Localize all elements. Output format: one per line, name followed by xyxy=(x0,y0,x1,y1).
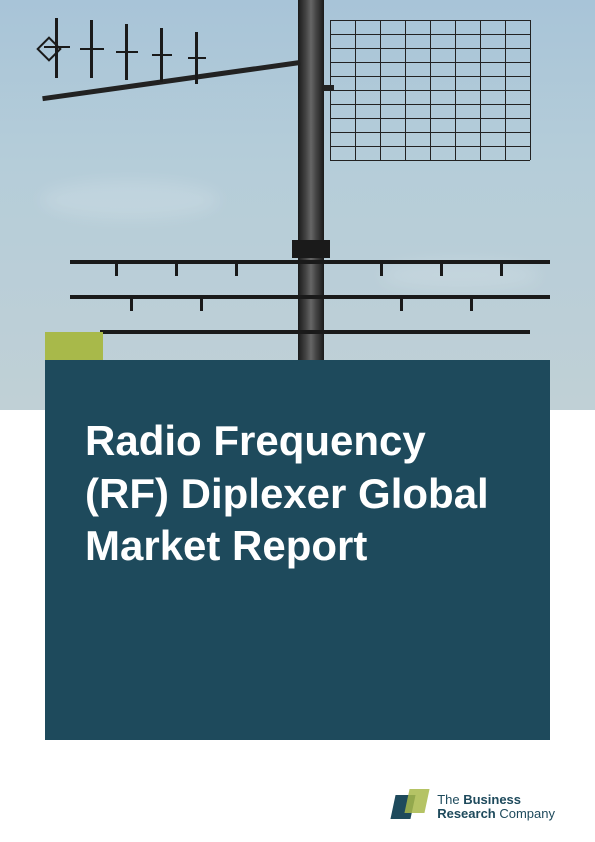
logo-text: The Business Research Company xyxy=(437,793,555,820)
title-line-1: Radio Frequency xyxy=(85,415,510,468)
antenna-pole xyxy=(298,0,324,410)
company-logo: The Business Research Company xyxy=(393,789,555,825)
title-line-2: (RF) Diplexer Global xyxy=(85,468,510,521)
logo-icon xyxy=(393,789,429,825)
logo-text-line1: The Business xyxy=(437,793,555,807)
grid-support xyxy=(322,85,334,91)
title-line-3: Market Report xyxy=(85,520,510,573)
grid-antenna xyxy=(330,20,530,160)
cloud-wisp xyxy=(380,260,540,290)
report-cover-page: Radio Frequency (RF) Diplexer Global Mar… xyxy=(0,0,595,842)
logo-word-research: Research xyxy=(437,806,499,821)
footer: The Business Research Company xyxy=(0,772,595,842)
title-block: Radio Frequency (RF) Diplexer Global Mar… xyxy=(45,360,550,740)
cloud-wisp xyxy=(40,180,220,220)
logo-word-company: Company xyxy=(499,806,555,821)
logo-text-line2: Research Company xyxy=(437,807,555,821)
report-title: Radio Frequency (RF) Diplexer Global Mar… xyxy=(85,415,510,573)
